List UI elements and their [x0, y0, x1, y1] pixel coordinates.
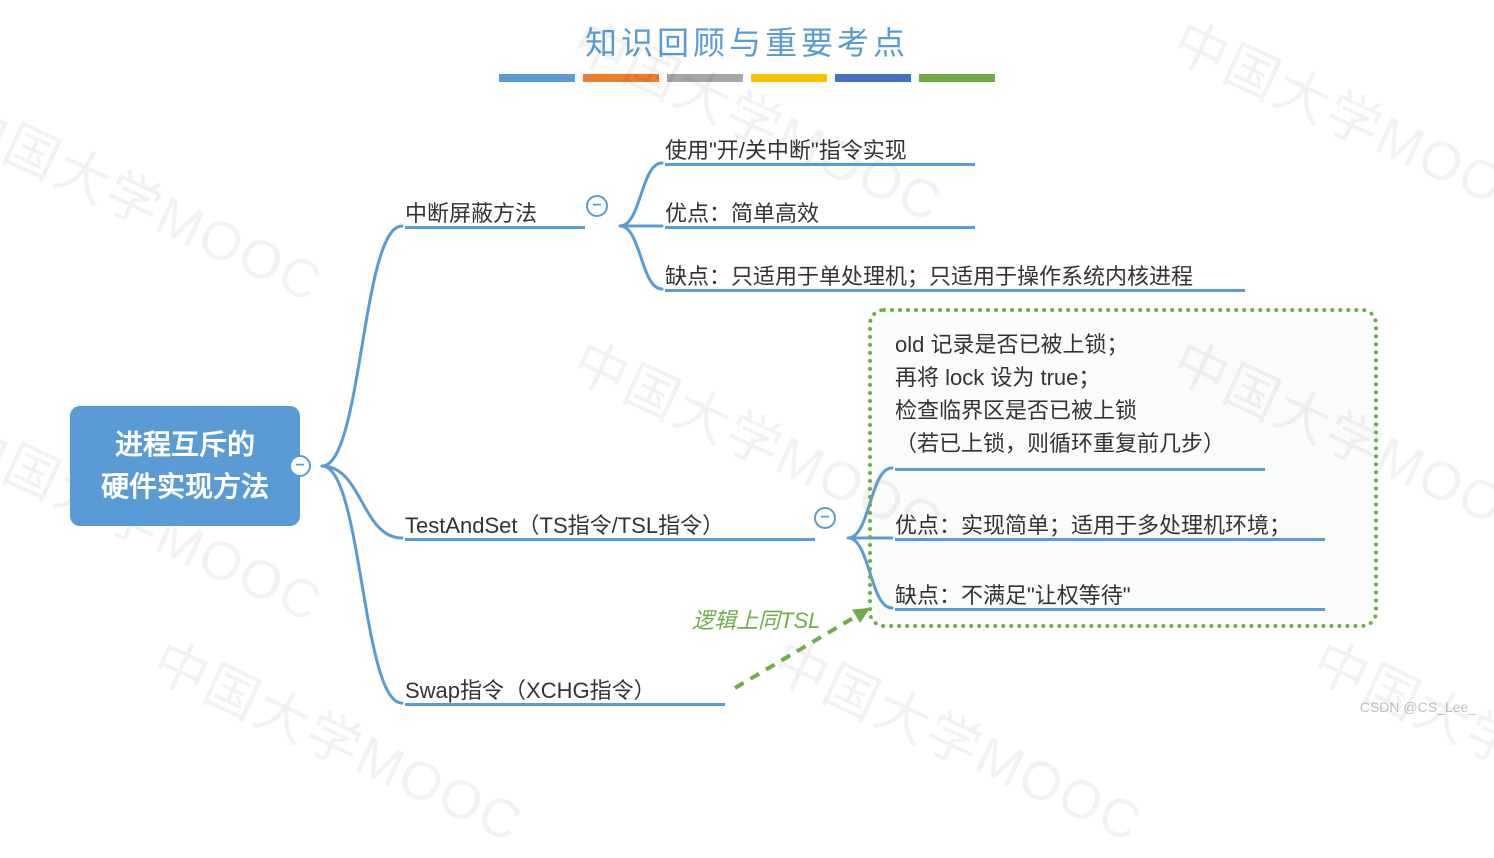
underline-n2b: [895, 538, 1325, 541]
bar-4: [751, 74, 827, 82]
bar-1: [499, 74, 575, 82]
root-line1: 进程互斥的: [101, 424, 269, 466]
title-text: 知识回顾与重要考点: [585, 25, 909, 61]
page-title: 知识回顾与重要考点: [0, 18, 1494, 64]
collapse-n1-icon[interactable]: −: [586, 195, 608, 217]
underline-n1a: [665, 163, 975, 166]
underline-n1c: [665, 289, 1245, 292]
underline-n2: [405, 538, 815, 541]
underline-n1b: [665, 226, 975, 229]
collapse-root-icon[interactable]: −: [289, 455, 311, 477]
collapse-n2-icon[interactable]: −: [814, 507, 836, 529]
credit-text: CSDN @CS_Lee_: [1360, 699, 1476, 715]
node-n2a: old 记录是否已被上锁； 再将 lock 设为 true； 检查临界区是否已被…: [895, 328, 1225, 462]
node-n2b: 优点：实现简单；适用于多处理机环境；: [895, 508, 1291, 542]
node-n1b: 优点：简单高效: [665, 196, 819, 230]
bar-5: [835, 74, 911, 82]
node-swap: Swap指令（XCHG指令）: [405, 673, 656, 707]
annotation-text: 逻辑上同TSL: [692, 603, 820, 635]
bar-2: [583, 74, 659, 82]
bar-6: [919, 74, 995, 82]
bar-3: [667, 74, 743, 82]
underline-n1: [405, 226, 585, 229]
underline-n2a: [895, 468, 1265, 471]
node-n2c: 缺点：不满足"让权等待": [895, 578, 1131, 612]
node-testandset: TestAndSet（TS指令/TSL指令）: [405, 508, 724, 542]
node-n1c: 缺点：只适用于单处理机；只适用于操作系统内核进程: [665, 259, 1193, 293]
underline-n3: [405, 703, 725, 706]
root-line2: 硬件实现方法: [101, 466, 269, 508]
node-n1a: 使用"开/关中断"指令实现: [665, 133, 907, 167]
node-interrupt-mask: 中断屏蔽方法: [405, 196, 537, 230]
root-node: 进程互斥的 硬件实现方法: [70, 406, 300, 526]
underline-n2c: [895, 608, 1325, 611]
accent-bars: [0, 74, 1494, 82]
